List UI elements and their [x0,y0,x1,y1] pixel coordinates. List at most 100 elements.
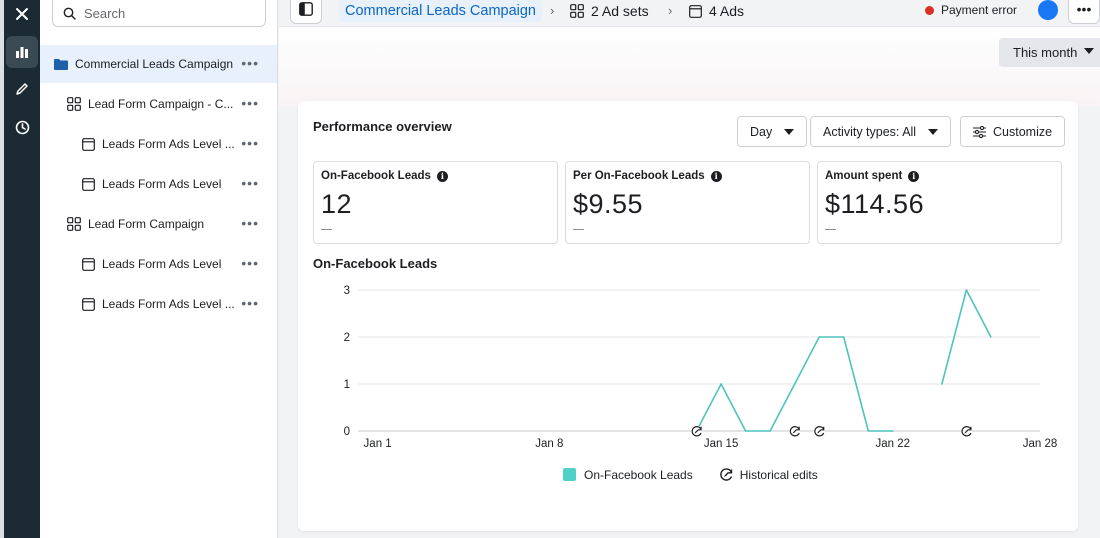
historical-edit-marker[interactable] [813,425,825,437]
avatar[interactable] [1038,0,1058,20]
breadcrumb-bar: Commercial Leads Campaign › 2 Ad sets › … [278,0,1100,34]
more-options-icon[interactable]: ••• [241,295,259,311]
customize-button[interactable]: Customize [960,116,1066,147]
panel-toggle-button[interactable] [290,0,322,24]
data-point [941,383,943,385]
historical-edit-icon [719,468,732,481]
performance-overview-card: Performance overview Day Activity types:… [298,101,1078,531]
breadcrumb-adsets[interactable]: 2 Ad sets [570,0,649,22]
tree-item-label: Lead Form Campaign - C... [88,97,234,111]
ad-icon [80,296,96,312]
campaign-tree-sidebar: Search Commercial Leads Campaign ••• Lea… [40,0,278,538]
tree-item-adset[interactable]: Lead Form Campaign ••• [40,205,277,243]
pencil-icon[interactable] [6,73,38,105]
more-options-icon[interactable]: ••• [241,215,259,231]
legend-swatch [563,468,576,481]
window-edge [0,0,4,538]
more-options-icon[interactable]: ••• [241,55,259,71]
metric-label: On-Facebook Leads [321,170,431,182]
metric-card-leads[interactable]: On-Facebook Leads i 12 [313,161,558,244]
ad-icon [689,4,702,18]
metric-delta-dash [825,229,836,230]
legend-label-edits[interactable]: Historical edits [739,467,818,482]
granularity-dropdown[interactable]: Day [737,116,808,147]
x-tick-label: Jan 28 [1023,438,1058,450]
breadcrumb-adsets-label: 2 Ad sets [591,3,649,19]
payment-status[interactable]: Payment error [925,3,1017,17]
legend-label-leads[interactable]: On-Facebook Leads [584,467,693,482]
metric-card-cost-per-lead[interactable]: Per On-Facebook Leads i $9.55 [565,161,810,244]
tree-item-label: Commercial Leads Campaign [75,57,234,71]
series-line [941,289,992,385]
payment-status-label: Payment error [941,3,1018,17]
data-point [842,336,845,338]
date-range-dropdown[interactable]: This month [999,38,1100,67]
tree-item-ad[interactable]: Leads Form Ads Level ••• [40,245,277,283]
historical-edit-marker[interactable] [789,425,801,437]
historical-edit-marker[interactable] [691,425,703,437]
x-tick-label: Jan 8 [535,438,563,450]
tree-item-label: Leads Form Ads Level [102,177,222,191]
ad-icon [80,176,96,192]
icon-rail [4,0,40,538]
data-point [867,430,870,432]
activity-types-dropdown[interactable]: Activity types: All [810,116,952,147]
bar-chart-icon[interactable] [6,36,38,68]
tree-item-ad[interactable]: Leads Form Ads Level ... ••• [40,285,277,323]
granularity-label: Day [750,124,773,139]
more-options-button[interactable]: ••• [1068,0,1100,24]
tree-item-campaign[interactable]: Commercial Leads Campaign ••• [40,45,277,83]
close-icon[interactable] [6,0,38,30]
clock-icon[interactable] [6,111,38,143]
tree-item-label: Leads Form Ads Level [102,257,222,271]
grid-icon [66,96,82,112]
more-options-icon[interactable]: ••• [241,255,259,271]
y-tick-label: 1 [344,379,350,391]
search-input[interactable]: Search [52,0,266,27]
customize-label: Customize [993,124,1053,139]
more-options-icon[interactable]: ••• [241,135,259,151]
caret-down-icon [784,128,795,135]
breadcrumb-ads[interactable]: 4 Ads [689,0,744,22]
y-tick-label: 3 [344,285,350,297]
series-line [695,336,893,432]
data-point [720,383,722,385]
more-options-icon[interactable]: ••• [241,95,259,111]
x-tick-label: Jan 1 [364,438,392,450]
card-title: Performance overview [313,119,452,134]
date-range-label: This month [1013,45,1078,60]
caret-down-icon [928,128,939,135]
x-tick-label: Jan 15 [704,438,739,450]
content-header-area [279,26,1100,106]
info-icon[interactable]: i [710,170,722,182]
tree-item-adset[interactable]: Lead Form Campaign - C... ••• [40,85,277,123]
caret-down-icon [1084,48,1094,54]
tree-item-ad[interactable]: Leads Form Ads Level ••• [40,165,277,203]
ad-icon [80,256,96,272]
data-point [965,289,968,291]
chevron-right-icon: › [668,3,673,18]
sliders-icon [973,125,986,138]
data-point [818,336,821,338]
info-icon[interactable]: i [908,170,920,182]
activity-types-label: Activity types: All [823,124,917,139]
search-icon [63,7,76,20]
metric-label: Amount spent [825,170,903,182]
metric-delta-dash [573,229,584,230]
ad-icon [80,136,96,152]
data-point [990,336,992,338]
breadcrumb-campaign[interactable]: Commercial Leads Campaign [339,0,542,22]
more-options-icon[interactable]: ••• [241,175,259,191]
data-point [695,430,698,432]
historical-edit-marker[interactable] [960,425,972,437]
y-tick-label: 2 [344,332,350,344]
data-point [892,430,894,432]
metric-card-amount-spent[interactable]: Amount spent i $114.56 [817,161,1062,244]
tree-item-ad[interactable]: Leads Form Ads Level ... ••• [40,125,277,163]
data-point [793,383,796,385]
search-placeholder: Search [84,5,126,21]
tree-item-label: Leads Form Ads Level ... [102,137,235,151]
metric-value: $9.55 [573,189,644,219]
metric-value: $114.56 [825,189,925,219]
info-icon[interactable]: i [436,170,448,182]
